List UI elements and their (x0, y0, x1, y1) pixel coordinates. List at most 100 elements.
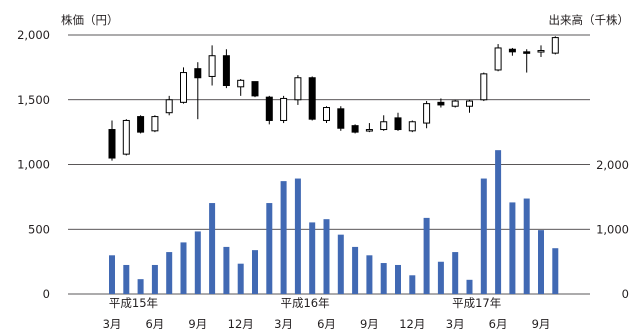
candle-body (252, 82, 258, 96)
volume-bar (324, 219, 330, 294)
candle (481, 73, 487, 101)
candle (166, 96, 172, 115)
month-label: 12月 (228, 317, 254, 331)
candle-body (481, 74, 487, 100)
volume-bar (138, 279, 144, 294)
candle-body (123, 120, 129, 154)
candle (495, 44, 501, 71)
volume-bar (109, 255, 115, 294)
candle (309, 76, 315, 120)
volume-bar (381, 263, 387, 294)
month-label: 6月 (489, 317, 508, 331)
volume-bar (181, 242, 187, 294)
volume-bar (266, 203, 272, 294)
volume-bar (166, 252, 172, 294)
volume-bar (295, 179, 301, 294)
candle (266, 96, 272, 124)
candle (281, 96, 287, 123)
month-label: 12月 (399, 317, 425, 331)
candle-body (352, 126, 358, 132)
volume-bar (395, 265, 401, 294)
candle (223, 49, 229, 88)
candle-body (281, 98, 287, 120)
candle-body (538, 51, 544, 53)
candle (181, 67, 187, 103)
volume-bars (109, 150, 558, 294)
candle-body (238, 80, 244, 86)
volume-bar (309, 222, 315, 294)
price-tick-label: 500 (28, 222, 50, 236)
candle-body (395, 118, 401, 130)
volume-bar (223, 247, 229, 294)
candle (424, 101, 430, 128)
month-label: 9月 (188, 317, 207, 331)
candle-body (266, 97, 272, 120)
candle (295, 75, 301, 105)
candle-body (452, 101, 458, 106)
price-tick-label: 0 (43, 287, 50, 301)
volume-tick-label: 0 (622, 287, 629, 301)
candle-body (509, 49, 515, 52)
price-axis-ticks: 2,000 1,500 1,000 500 0 (17, 28, 50, 301)
candle-body (181, 73, 187, 103)
volume-bar (452, 252, 458, 294)
candle (238, 79, 244, 96)
candle (152, 115, 158, 132)
candle (552, 36, 558, 54)
price-axis-label: 株価（円） (61, 13, 119, 27)
candle-body (166, 100, 172, 113)
candle (109, 120, 115, 160)
candle (138, 115, 144, 133)
candle-body (109, 130, 115, 158)
volume-bar (281, 181, 287, 294)
month-label: 3月 (103, 317, 122, 331)
candle-body (552, 38, 558, 54)
volume-bar (538, 230, 544, 294)
volume-bar (352, 247, 358, 294)
candle-body (524, 52, 530, 54)
candle-body (295, 78, 301, 100)
volume-bar (424, 218, 430, 294)
candle (509, 48, 515, 56)
candle-body (467, 101, 473, 106)
candle (452, 100, 458, 108)
volume-axis-label: 出来高（千株） (549, 13, 629, 27)
volume-bar (366, 255, 372, 294)
month-label: 6月 (317, 317, 336, 331)
month-label: 9月 (360, 317, 379, 331)
candle (324, 106, 330, 123)
candle (252, 82, 258, 98)
volume-bar (338, 235, 344, 294)
era-label: 平成16年 (280, 296, 329, 310)
volume-bar (409, 275, 415, 294)
candle-body (438, 102, 444, 105)
volume-bar (195, 231, 201, 294)
candle (467, 100, 473, 113)
candle (209, 45, 215, 85)
candle-body (152, 117, 158, 131)
candle (352, 124, 358, 133)
volume-bar (209, 203, 215, 294)
candle-body (195, 69, 201, 78)
price-tick-label: 2,000 (17, 28, 50, 42)
volume-bar (552, 248, 558, 294)
volume-bar (123, 265, 129, 294)
candle (524, 49, 530, 72)
candle-body (138, 117, 144, 133)
candle-body (366, 130, 372, 132)
month-label: 9月 (532, 317, 551, 331)
candle-body (338, 109, 344, 128)
candle (338, 106, 344, 131)
candle (538, 45, 544, 57)
era-label: 平成17年 (452, 296, 501, 310)
price-tick-label: 1,500 (17, 93, 50, 107)
volume-bar (495, 150, 501, 294)
volume-bar (438, 262, 444, 294)
candle (409, 120, 415, 132)
volume-bar (252, 250, 258, 294)
candle-body (309, 78, 315, 119)
volume-bar (467, 280, 473, 294)
volume-axis-ticks: 2,000 1,000 0 (596, 158, 629, 301)
month-label: 3月 (446, 317, 465, 331)
candle (195, 62, 201, 119)
